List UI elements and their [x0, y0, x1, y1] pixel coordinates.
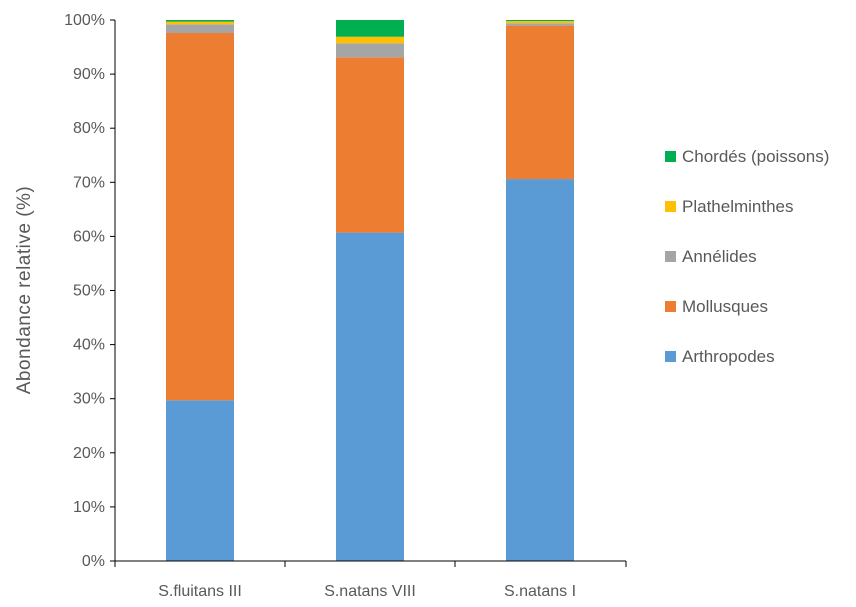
legend-swatch: [665, 301, 676, 312]
x-category-label: S.natans I: [504, 583, 576, 600]
bar-segment-3-cat-2: [336, 43, 404, 58]
bar-segment-4-cat-2: [336, 36, 404, 44]
y-tick-label: 100%: [64, 12, 105, 29]
legend-label: Annélides: [682, 247, 757, 266]
legend-swatch: [665, 251, 676, 262]
bar-segment-4-cat-1: [166, 21, 234, 25]
bars-layer: [166, 20, 574, 561]
bar-segment-3-cat-3: [506, 23, 574, 26]
axes-layer: 0% 10% 20% 30% 40% 50% 60% 70% 80% 90% 100% S.fluit…: [64, 12, 627, 600]
bar-segment-1-cat-3: [506, 179, 574, 561]
bar-segment-4-cat-3: [506, 21, 574, 24]
bar-segment-3-cat-1: [166, 24, 234, 33]
y-tick-label: 0%: [82, 553, 105, 570]
bar-segment-2-cat-1: [166, 32, 234, 401]
y-tick-label: 50%: [73, 283, 105, 300]
y-axis-title: Abondance relative (%): [14, 186, 35, 395]
legend-label: Chordés (poissons): [682, 147, 829, 166]
legend-label: Mollusques: [682, 297, 768, 316]
bar-segment-5-cat-2: [336, 20, 404, 37]
x-category-label: S.natans VIII: [324, 583, 416, 600]
x-category-label: S.fluitans III: [158, 583, 242, 600]
y-tick-label: 30%: [73, 391, 105, 408]
legend-swatch: [665, 351, 676, 362]
bar-segment-5-cat-1: [166, 20, 234, 22]
y-tick-label: 40%: [73, 337, 105, 354]
y-tick-label: 20%: [73, 445, 105, 462]
legend-label: Arthropodes: [682, 347, 775, 366]
y-tick-label: 70%: [73, 174, 105, 191]
y-tick-label: 60%: [73, 228, 105, 245]
y-tick-label: 80%: [73, 120, 105, 137]
y-tick-label: 90%: [73, 66, 105, 83]
bar-segment-2-cat-3: [506, 25, 574, 180]
legend: Chordés (poissons) Plathelminthes Annélide…: [665, 147, 829, 366]
y-tick-label: 10%: [73, 499, 105, 516]
legend-swatch: [665, 201, 676, 212]
bar-segment-5-cat-3: [506, 20, 574, 22]
legend-label: Plathelminthes: [682, 197, 794, 216]
bar-segment-2-cat-2: [336, 57, 404, 233]
bar-segment-1-cat-2: [336, 232, 404, 561]
bar-segment-1-cat-1: [166, 400, 234, 561]
legend-swatch: [665, 151, 676, 162]
